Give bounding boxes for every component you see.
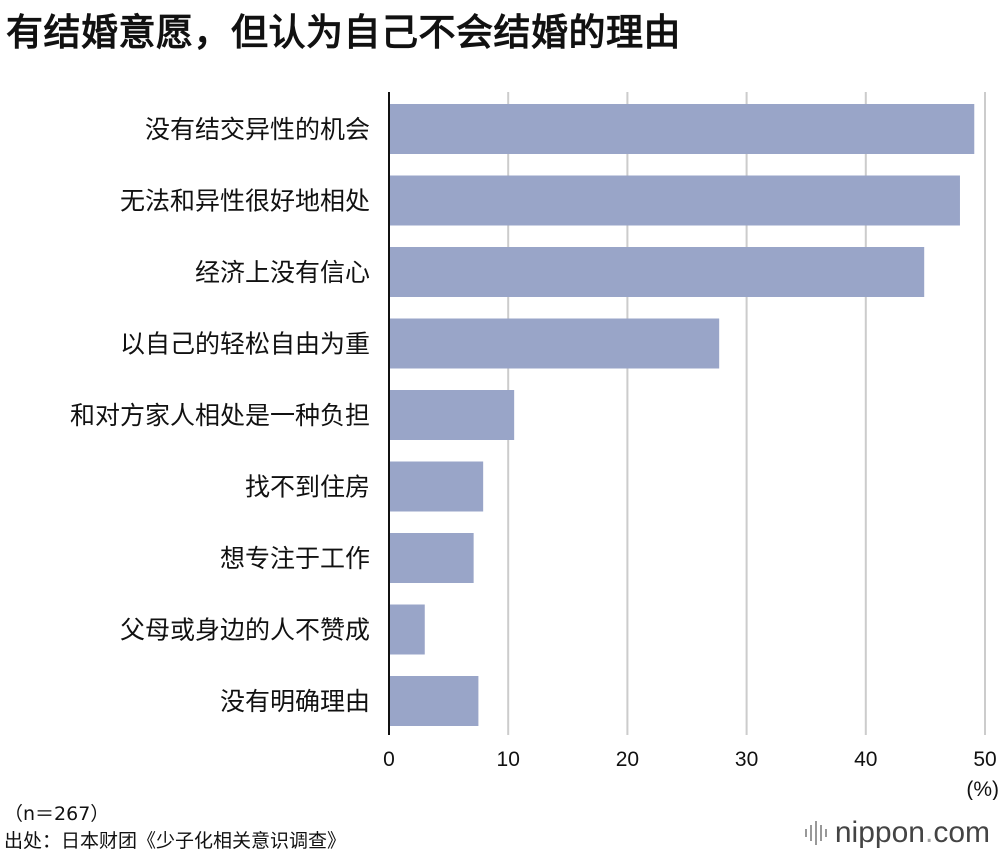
x-tick-label: 30 bbox=[735, 748, 758, 771]
category-label: 父母或身边的人不赞成 bbox=[120, 616, 370, 645]
bar bbox=[389, 676, 479, 726]
chart-title: 有结婚意愿，但认为自己不会结婚的理由 bbox=[6, 11, 681, 54]
source-note: 出处：日本财团《少子化相关意识调查》 bbox=[4, 830, 347, 852]
x-tick-label: 50 bbox=[973, 748, 996, 771]
category-label: 和对方家人相处是一种负担 bbox=[70, 401, 370, 430]
bar bbox=[389, 247, 925, 297]
x-tick-label: 40 bbox=[854, 748, 877, 771]
x-tick-label: 10 bbox=[497, 748, 520, 771]
category-label: 无法和异性很好地相处 bbox=[120, 187, 370, 216]
bar bbox=[389, 604, 425, 655]
bars bbox=[389, 104, 975, 726]
x-axis-unit-label: (%) bbox=[966, 778, 999, 800]
nippon-logo: nippon. com bbox=[804, 816, 990, 850]
bar bbox=[389, 533, 474, 583]
bar bbox=[389, 461, 484, 512]
x-tick-label: 0 bbox=[383, 748, 395, 771]
category-label: 没有明确理由 bbox=[220, 687, 370, 716]
bar bbox=[389, 318, 720, 369]
category-label: 经济上没有信心 bbox=[195, 258, 370, 287]
bar bbox=[389, 104, 975, 154]
brand-tld: com bbox=[933, 816, 990, 849]
x-tick-label: 20 bbox=[616, 748, 639, 771]
category-label: 没有结交异性的机会 bbox=[145, 115, 370, 144]
brand-name: nippon bbox=[834, 816, 925, 849]
sample-size-note: （n＝267） bbox=[4, 803, 110, 825]
bar bbox=[389, 390, 515, 440]
category-labels: 没有结交异性的机会无法和异性很好地相处经济上没有信心以自己的轻松自由为重和对方家… bbox=[70, 115, 370, 716]
brand-dot: . bbox=[924, 816, 934, 849]
bar bbox=[389, 175, 960, 226]
x-tick-labels: 0 10 20 30 40 50 bbox=[383, 748, 997, 771]
category-label: 找不到住房 bbox=[245, 473, 370, 502]
bar-chart: 没有结交异性的机会无法和异性很好地相处经济上没有信心以自己的轻松自由为重和对方家… bbox=[70, 92, 999, 800]
category-label: 以自己的轻松自由为重 bbox=[120, 330, 370, 359]
category-label: 想专注于工作 bbox=[220, 544, 370, 573]
nippon-logo-icon bbox=[804, 821, 827, 845]
